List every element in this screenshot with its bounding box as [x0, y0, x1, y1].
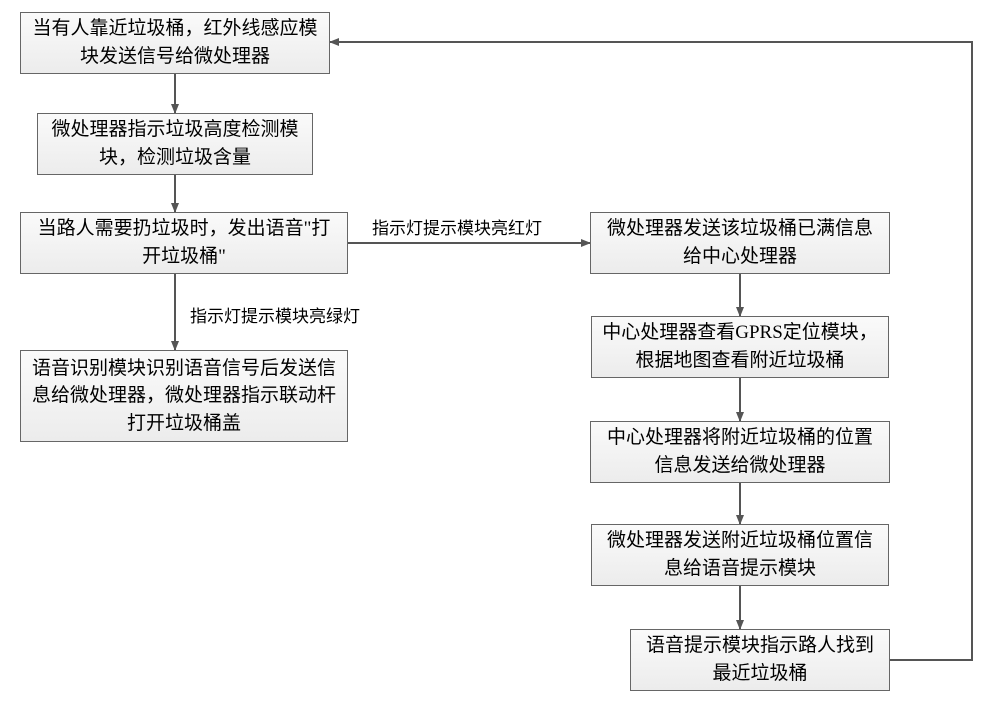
flow-node-n8: 微处理器发送附近垃圾桶位置信息给语音提示模块: [591, 524, 889, 586]
flow-node-n5: 微处理器发送该垃圾桶已满信息给中心处理器: [590, 212, 890, 274]
edge-label-n3-n5: 指示灯提示模块亮红灯: [372, 214, 542, 239]
flow-node-n3: 当路人需要扔垃圾时，发出语音"打开垃圾桶": [20, 212, 348, 274]
edge-label-n3-n4: 指示灯提示模块亮绿灯: [190, 302, 360, 327]
flow-node-n6: 中心处理器查看GPRS定位模块，根据地图查看附近垃圾桶: [591, 316, 889, 378]
flow-node-n7: 中心处理器将附近垃圾桶的位置信息发送给微处理器: [590, 421, 890, 483]
flow-node-n1: 当有人靠近垃圾桶，红外线感应模块发送信号给微处理器: [20, 12, 330, 74]
flow-node-n2: 微处理器指示垃圾高度检测模块，检测垃圾含量: [37, 113, 313, 175]
flow-node-n9: 语音提示模块指示路人找到最近垃圾桶: [630, 629, 890, 691]
flow-node-n4: 语音识别模块识别语音信号后发送信息给微处理器，微处理器指示联动杆打开垃圾桶盖: [20, 350, 348, 442]
